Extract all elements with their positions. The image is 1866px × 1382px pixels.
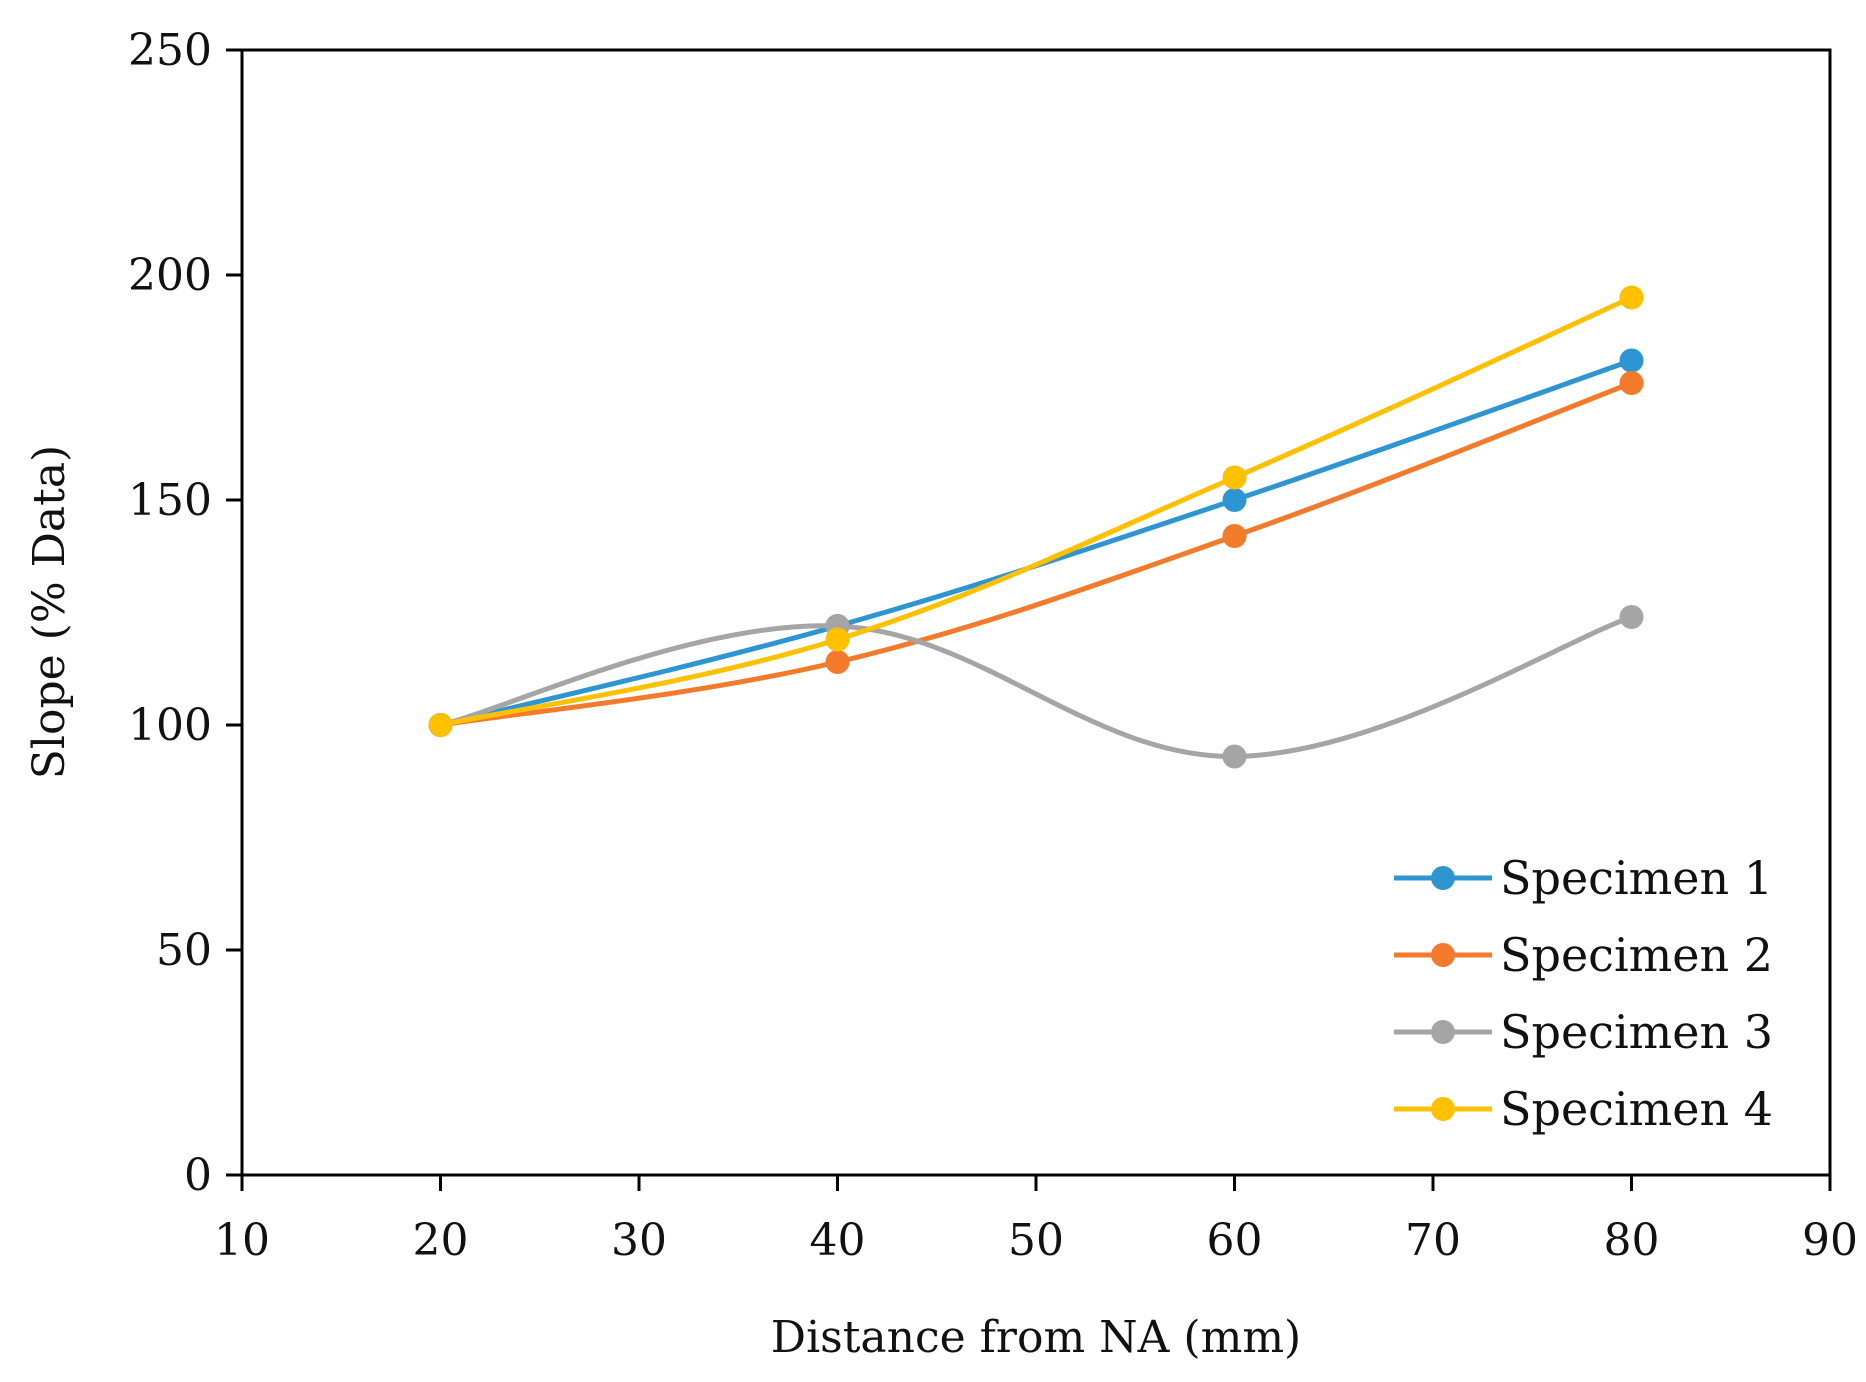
data-point-specimen-2 [825, 650, 850, 674]
data-point-specimen-4 [1222, 465, 1247, 490]
y-tick-label: 50 [156, 925, 212, 976]
x-tick-label: 20 [413, 1215, 469, 1266]
data-point-specimen-4 [825, 627, 850, 652]
data-point-specimen-1 [1619, 348, 1644, 373]
data-point-specimen-4 [428, 713, 453, 737]
data-point-specimen-4 [1619, 285, 1644, 310]
legend-swatch-marker [1431, 1020, 1455, 1044]
legend-label: Specimen 1 [1500, 851, 1773, 905]
series-line-specimen-2 [438, 380, 1634, 728]
legend-swatch-marker [1431, 943, 1455, 967]
y-tick-label: 250 [128, 25, 212, 76]
x-tick-label: 70 [1405, 1215, 1461, 1266]
series-markers [428, 285, 1644, 769]
legend: Specimen 1 Specimen 2 Specimen 3 Specimen 4 [1394, 851, 1773, 1136]
y-tick-label: 100 [128, 700, 212, 751]
series-line-specimen-1 [438, 358, 1634, 728]
legend-swatch-marker [1431, 1097, 1455, 1121]
series-lines [438, 295, 1634, 760]
series-line-specimen-3 [438, 614, 1634, 760]
legend-label: Specimen 3 [1500, 1005, 1773, 1059]
y-tick-label: 200 [128, 250, 212, 301]
x-tick-label: 90 [1802, 1215, 1858, 1266]
x-axis-title: Distance from NA (mm) [771, 1312, 1301, 1363]
x-tick-label: 50 [1008, 1215, 1064, 1266]
x-tick-label: 40 [810, 1215, 866, 1266]
legend-label: Specimen 2 [1500, 928, 1773, 982]
y-tick-label: 0 [184, 1150, 212, 1201]
y-axis-title: Slope (% Data) [24, 445, 75, 779]
legend-label: Specimen 4 [1500, 1082, 1773, 1136]
legend-swatch-marker [1431, 866, 1455, 890]
data-point-specimen-2 [1619, 371, 1644, 395]
x-axis: 10 20 30 40 50 60 70 80 90 [214, 1175, 1858, 1266]
x-tick-label: 30 [611, 1215, 667, 1266]
data-point-specimen-3 [1222, 744, 1247, 769]
x-tick-label: 80 [1604, 1215, 1660, 1266]
y-axis: 0 50 100 150 200 250 [128, 25, 242, 1201]
data-point-specimen-3 [1619, 605, 1644, 629]
data-point-specimen-2 [1222, 524, 1247, 548]
x-tick-label: 60 [1207, 1215, 1263, 1266]
x-tick-label: 10 [214, 1215, 270, 1266]
data-point-specimen-1 [1222, 488, 1247, 512]
series-line-specimen-4 [438, 295, 1634, 728]
y-tick-label: 150 [128, 475, 212, 526]
